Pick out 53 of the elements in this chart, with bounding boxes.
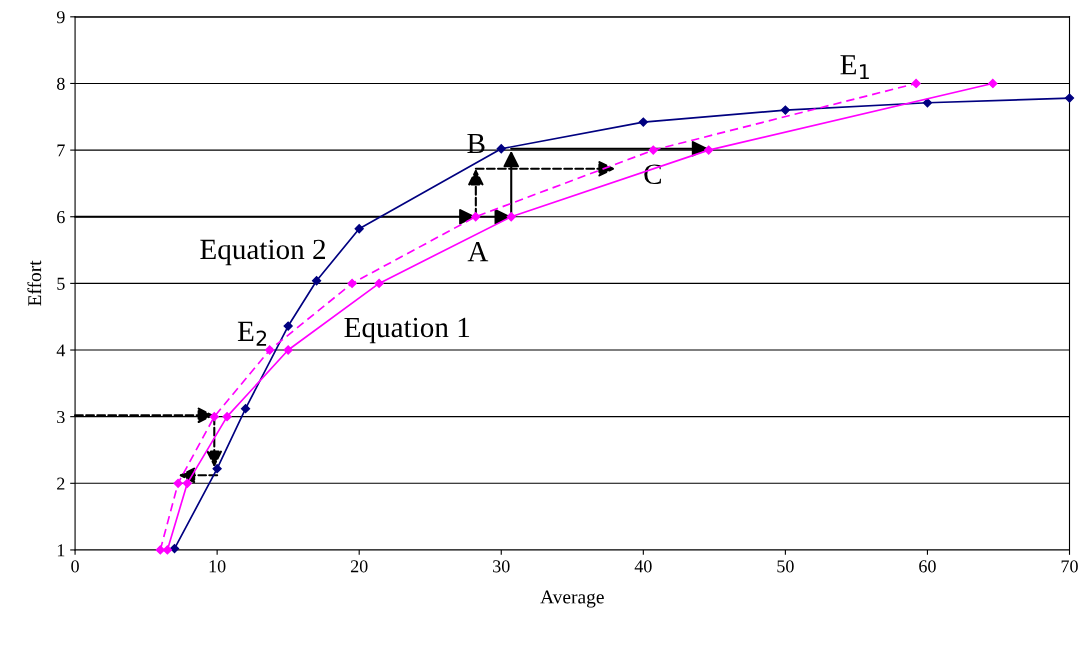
annotation: Equation 1 xyxy=(344,317,470,344)
point xyxy=(182,478,192,488)
x-tick-label: 50 xyxy=(777,560,794,573)
point xyxy=(648,145,658,155)
point xyxy=(374,278,384,289)
point xyxy=(354,224,364,234)
point xyxy=(240,404,251,414)
x-tick-label: 0 xyxy=(71,560,79,573)
point xyxy=(169,543,180,554)
x-tick-label: 70 xyxy=(1061,560,1078,573)
point xyxy=(506,212,516,222)
point xyxy=(173,478,183,488)
annotation: E$_{2}$ xyxy=(237,321,267,346)
y-tick-label: 2 xyxy=(57,477,65,490)
point xyxy=(283,321,293,331)
point xyxy=(222,412,232,422)
y-tick-label: 7 xyxy=(57,144,65,157)
point xyxy=(988,78,998,89)
annotation: E$_{1}$ xyxy=(840,55,869,80)
x-axis-title: Average xyxy=(540,590,604,608)
y-tick-label: 8 xyxy=(57,77,65,90)
point xyxy=(638,117,648,127)
point xyxy=(209,412,219,422)
point xyxy=(283,345,293,355)
point xyxy=(311,276,322,286)
point xyxy=(471,212,481,222)
point xyxy=(212,464,222,474)
point xyxy=(922,98,933,108)
y-tick-label: 6 xyxy=(57,211,65,224)
annotation: B xyxy=(467,133,485,154)
x-tick-label: 40 xyxy=(634,560,652,573)
x-tick-label: 10 xyxy=(209,560,226,573)
point xyxy=(704,145,714,155)
y-tick-label: 1 xyxy=(57,544,65,557)
point xyxy=(496,144,506,154)
point xyxy=(162,545,173,555)
annotation: C xyxy=(644,164,661,185)
y-tick-label: 3 xyxy=(57,410,65,424)
annotation: Equation 2 xyxy=(200,239,325,266)
point xyxy=(1064,93,1075,103)
x-tick-label: 30 xyxy=(493,560,510,573)
point xyxy=(780,105,791,115)
point xyxy=(155,545,165,555)
y-tick-label: 5 xyxy=(57,277,65,290)
point xyxy=(347,278,357,289)
y-tick-label: 4 xyxy=(56,344,66,357)
annotation: A xyxy=(467,242,489,262)
y-axis-title: Effort xyxy=(27,260,42,306)
x-tick-label: 20 xyxy=(350,560,368,573)
y-tick-label: 9 xyxy=(56,11,65,24)
x-tick-label: 60 xyxy=(919,560,936,573)
point xyxy=(911,78,921,89)
point xyxy=(265,345,275,355)
